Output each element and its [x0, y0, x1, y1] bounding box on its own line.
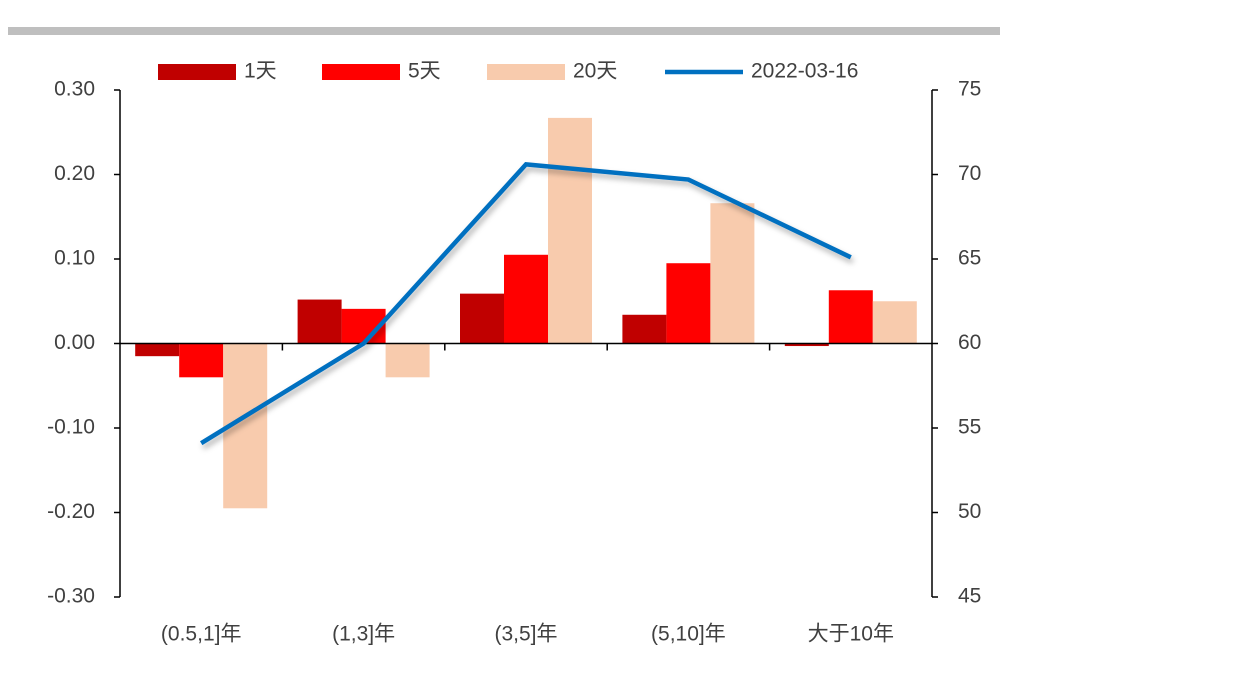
bar: [179, 343, 224, 378]
x-tick-label: (1,3]年: [332, 623, 395, 646]
y2-tick-label: 65: [958, 247, 981, 270]
y-tick-label: -0.10: [47, 416, 95, 439]
x-tick-label: (5,10]年: [651, 623, 726, 646]
legend-swatch: [158, 64, 236, 80]
bar: [385, 343, 430, 378]
bar: [784, 343, 829, 347]
legend-label: 2022-03-16: [751, 60, 858, 83]
bar: [872, 301, 917, 344]
bar: [710, 203, 755, 344]
y2-tick-label: 75: [958, 78, 981, 101]
y-tick-label: -0.20: [47, 500, 95, 523]
legend-swatch: [487, 64, 565, 80]
x-tick-label: 大于10年: [808, 623, 894, 646]
y-tick-label: -0.30: [47, 585, 95, 608]
bar: [622, 314, 667, 344]
legend-label: 5天: [408, 60, 441, 83]
bar: [548, 117, 592, 344]
y-tick-label: 0.10: [54, 247, 95, 270]
bar: [460, 293, 504, 344]
bar: [297, 299, 342, 344]
top-band: [8, 27, 1000, 35]
y2-tick-label: 45: [958, 585, 981, 608]
x-tick-label: (3,5]年: [494, 623, 557, 646]
y2-tick-label: 70: [958, 162, 981, 185]
line: [200, 162, 852, 446]
y-tick-label: 0.00: [54, 331, 95, 354]
legend-label: 20天: [573, 60, 617, 83]
y2-tick-label: 55: [958, 416, 981, 439]
y-tick-label: 0.20: [54, 162, 95, 185]
bar: [828, 290, 873, 344]
y-tick-label: 0.30: [54, 78, 95, 101]
bar: [666, 263, 711, 344]
bar: [504, 254, 548, 344]
legend-swatch: [322, 64, 400, 80]
legend-label: 1天: [244, 60, 277, 83]
bar: [135, 343, 180, 357]
y2-tick-label: 50: [958, 500, 981, 523]
y2-tick-label: 60: [958, 331, 981, 354]
x-tick-label: (0.5,1]年: [161, 623, 242, 646]
